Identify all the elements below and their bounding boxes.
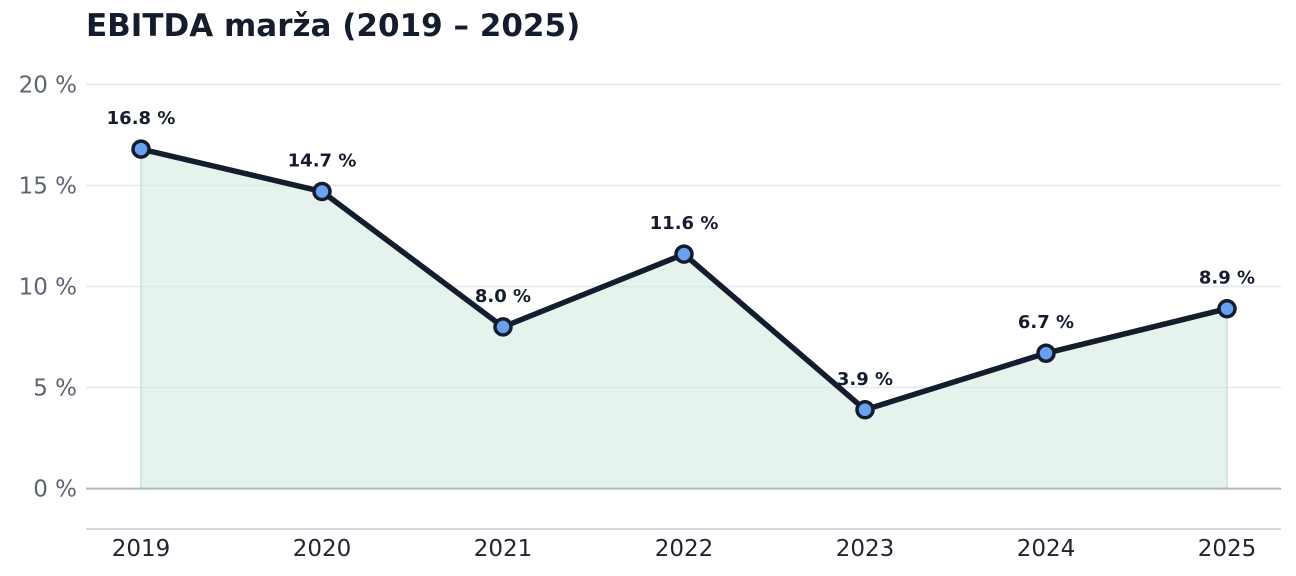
data-point-2025 bbox=[1217, 298, 1237, 319]
data-point-2022 bbox=[674, 244, 694, 264]
x-tick-label: 2021 bbox=[474, 536, 533, 562]
x-tick-label: 2023 bbox=[836, 536, 895, 562]
x-tick-label: 2020 bbox=[293, 536, 352, 562]
y-tick-label: 15 % bbox=[19, 173, 77, 199]
data-point-2023 bbox=[855, 400, 875, 420]
x-tick-label: 2022 bbox=[655, 536, 714, 562]
x-tick-label: 2019 bbox=[112, 536, 171, 562]
data-label-2021: 8.0 % bbox=[475, 286, 531, 307]
y-tick-label: 10 % bbox=[19, 275, 77, 301]
data-label-2025: 8.9 % bbox=[1199, 268, 1255, 289]
y-tick-label: 0 % bbox=[33, 477, 77, 503]
data-label-2020: 14.7 % bbox=[288, 151, 357, 172]
data-label-2019: 16.8 % bbox=[107, 108, 176, 129]
data-labels: 16.8 % 14.7 % 8.0 % 11.6 % 3.9 % 6.7 % 8.9 % bbox=[107, 108, 1255, 390]
data-label-2023: 3.9 % bbox=[837, 369, 893, 390]
markers bbox=[131, 139, 1237, 420]
x-tick-label: 2024 bbox=[1017, 536, 1076, 562]
data-label-2022: 11.6 % bbox=[650, 213, 719, 234]
area-edges bbox=[140, 149, 1228, 489]
data-point-2020 bbox=[312, 181, 332, 202]
y-tick-label: 20 % bbox=[19, 72, 77, 98]
x-tick-label: 2025 bbox=[1198, 536, 1257, 562]
x-axis-ticks: 2019 2020 2021 2022 2023 2024 2025 bbox=[112, 536, 1257, 562]
data-point-2024 bbox=[1036, 343, 1056, 363]
data-point-2021 bbox=[493, 317, 513, 337]
y-tick-label: 5 % bbox=[33, 376, 77, 402]
y-axis-ticks: 0 % 5 % 10 % 15 % 20 % bbox=[19, 72, 77, 502]
data-point-2019 bbox=[131, 139, 151, 159]
chart-title: EBITDA marža (2019 – 2025) bbox=[86, 8, 581, 44]
data-label-2024: 6.7 % bbox=[1018, 312, 1074, 333]
area-fill bbox=[141, 149, 1227, 489]
